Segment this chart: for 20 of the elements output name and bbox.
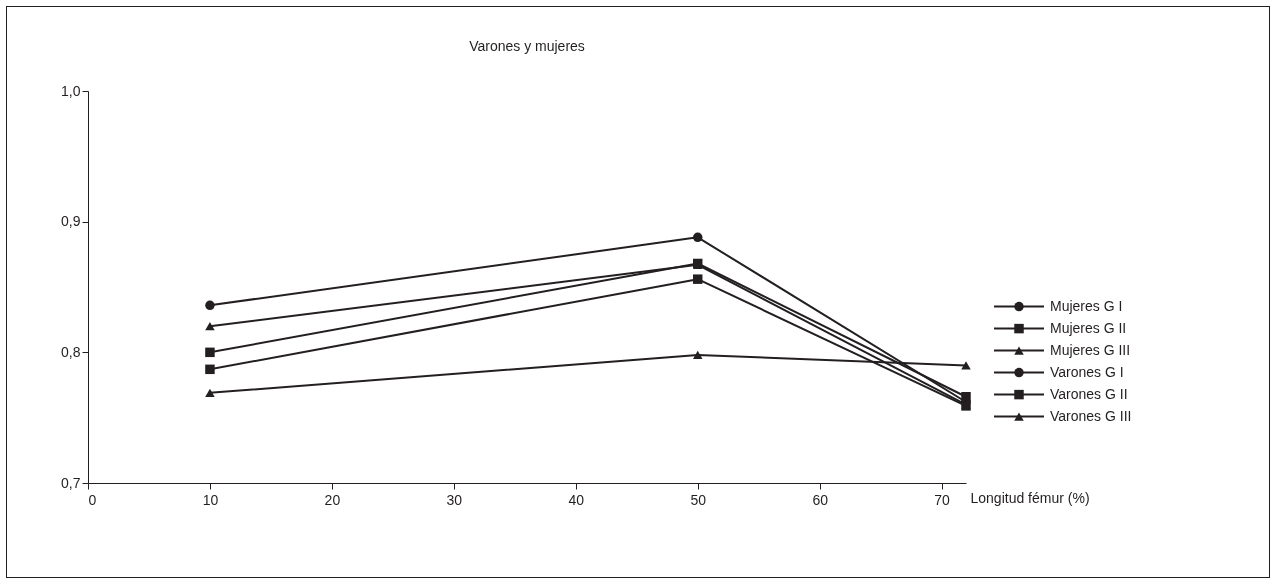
y-tick-label: 0,9 [61, 213, 81, 230]
y-tick-label: 0,7 [61, 474, 81, 491]
x-tick-label: 60 [812, 491, 829, 508]
x-tick-label: 50 [690, 491, 707, 508]
legend-label: Varones G III [1050, 407, 1132, 424]
chart-title: Varones y mujeres [469, 38, 585, 54]
legend-label: Varones G II [1050, 385, 1128, 402]
x-tick-label: 30 [446, 491, 463, 508]
x-tick-label: 20 [324, 491, 341, 508]
x-tick-label: 70 [934, 491, 951, 508]
x-tick-label: 10 [202, 491, 219, 508]
legend-label: Mujeres G III [1050, 341, 1131, 358]
legend-label: Varones G I [1050, 363, 1124, 380]
y-tick-label: 1,0 [61, 82, 81, 99]
x-tick-label: 40 [568, 491, 585, 508]
legend-label: Mujeres G I [1050, 297, 1123, 314]
x-axis-title: Longitud fémur (%) [970, 489, 1090, 506]
y-tick-label: 0,8 [61, 343, 81, 360]
x-tick-label: 0 [88, 491, 97, 508]
legend-label: Mujeres G II [1050, 319, 1127, 336]
